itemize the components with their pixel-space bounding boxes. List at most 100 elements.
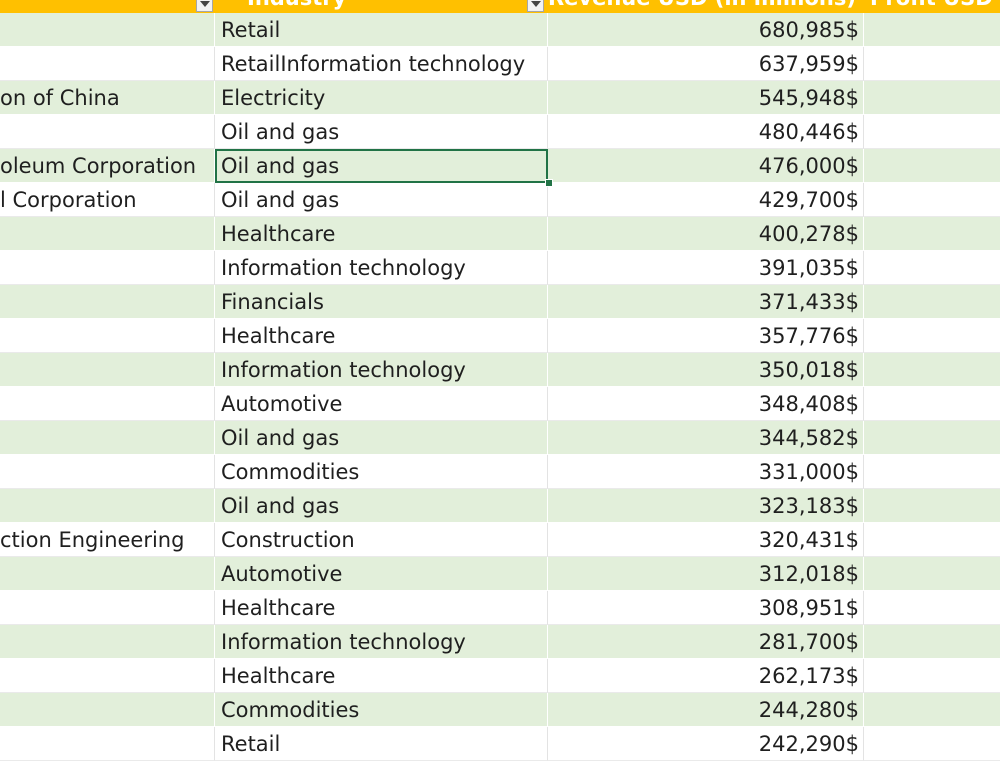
- revenue-cell[interactable]: 357,776$: [548, 319, 864, 353]
- profit-cell[interactable]: [864, 523, 1000, 557]
- profit-cell[interactable]: [864, 421, 1000, 455]
- profit-cell[interactable]: [864, 81, 1000, 115]
- company-filter-button[interactable]: [196, 0, 213, 12]
- industry-cell[interactable]: Healthcare: [215, 319, 548, 353]
- industry-cell[interactable]: Healthcare: [215, 591, 548, 625]
- header-company-cell[interactable]: [0, 0, 215, 13]
- profit-cell[interactable]: [864, 251, 1000, 285]
- profit-cell[interactable]: [864, 557, 1000, 591]
- company-cell[interactable]: [0, 455, 215, 489]
- profit-cell[interactable]: [864, 319, 1000, 353]
- profit-cell[interactable]: [864, 387, 1000, 421]
- table-row: Oil and gas 480,446$: [0, 115, 1000, 149]
- industry-cell[interactable]: Automotive: [215, 557, 548, 591]
- industry-cell[interactable]: Oil and gas: [215, 149, 548, 183]
- revenue-cell[interactable]: 312,018$: [548, 557, 864, 591]
- revenue-cell[interactable]: 480,446$: [548, 115, 864, 149]
- revenue-cell[interactable]: 320,431$: [548, 523, 864, 557]
- company-cell[interactable]: [0, 13, 215, 47]
- industry-cell[interactable]: Information technology: [215, 625, 548, 659]
- company-cell[interactable]: [0, 591, 215, 625]
- profit-cell[interactable]: [864, 285, 1000, 319]
- industry-cell[interactable]: Healthcare: [215, 659, 548, 693]
- revenue-cell[interactable]: 391,035$: [548, 251, 864, 285]
- table-row: ction Engineering Construction 320,431$: [0, 523, 1000, 557]
- company-cell[interactable]: [0, 387, 215, 421]
- company-cell[interactable]: [0, 285, 215, 319]
- profit-cell[interactable]: [864, 183, 1000, 217]
- industry-cell[interactable]: Commodities: [215, 455, 548, 489]
- header-industry-cell[interactable]: Industry: [215, 0, 548, 13]
- profit-cell[interactable]: [864, 727, 1000, 761]
- revenue-cell[interactable]: 331,000$: [548, 455, 864, 489]
- company-cell[interactable]: [0, 217, 215, 251]
- industry-cell[interactable]: Oil and gas: [215, 421, 548, 455]
- profit-cell[interactable]: [864, 47, 1000, 81]
- industry-cell[interactable]: Retail: [215, 727, 548, 761]
- company-cell[interactable]: oleum Corporation: [0, 149, 215, 183]
- industry-cell[interactable]: Financials: [215, 285, 548, 319]
- company-cell[interactable]: [0, 319, 215, 353]
- profit-cell[interactable]: [864, 217, 1000, 251]
- revenue-cell[interactable]: 545,948$: [548, 81, 864, 115]
- revenue-cell[interactable]: 371,433$: [548, 285, 864, 319]
- company-cell[interactable]: [0, 625, 215, 659]
- company-cell[interactable]: [0, 659, 215, 693]
- revenue-cell[interactable]: 350,018$: [548, 353, 864, 387]
- profit-cell[interactable]: [864, 489, 1000, 523]
- revenue-cell[interactable]: 400,278$: [548, 217, 864, 251]
- table-row: Oil and gas 323,183$: [0, 489, 1000, 523]
- company-cell[interactable]: ction Engineering: [0, 523, 215, 557]
- header-revenue-cell[interactable]: Revenue USD (in millions): [548, 0, 864, 13]
- company-cell[interactable]: [0, 421, 215, 455]
- industry-cell[interactable]: Oil and gas: [215, 489, 548, 523]
- revenue-cell[interactable]: 680,985$: [548, 13, 864, 47]
- fill-handle[interactable]: [545, 179, 553, 187]
- revenue-cell[interactable]: 429,700$: [548, 183, 864, 217]
- revenue-cell[interactable]: 476,000$: [548, 149, 864, 183]
- industry-cell[interactable]: Automotive: [215, 387, 548, 421]
- company-cell[interactable]: l Corporation: [0, 183, 215, 217]
- profit-cell[interactable]: [864, 659, 1000, 693]
- industry-cell[interactable]: Construction: [215, 523, 548, 557]
- industry-cell[interactable]: Oil and gas: [215, 183, 548, 217]
- profit-cell[interactable]: [864, 115, 1000, 149]
- industry-cell[interactable]: Healthcare: [215, 217, 548, 251]
- industry-cell[interactable]: Oil and gas: [215, 115, 548, 149]
- revenue-cell[interactable]: 308,951$: [548, 591, 864, 625]
- profit-cell[interactable]: [864, 149, 1000, 183]
- revenue-cell[interactable]: 323,183$: [548, 489, 864, 523]
- company-cell[interactable]: [0, 489, 215, 523]
- company-cell[interactable]: on of China: [0, 81, 215, 115]
- company-cell[interactable]: [0, 251, 215, 285]
- revenue-cell[interactable]: 242,290$: [548, 727, 864, 761]
- header-profit-cell[interactable]: Profit USD (i: [864, 0, 1000, 13]
- company-cell[interactable]: [0, 47, 215, 81]
- revenue-cell[interactable]: 344,582$: [548, 421, 864, 455]
- revenue-cell[interactable]: 281,700$: [548, 625, 864, 659]
- revenue-cell[interactable]: 348,408$: [548, 387, 864, 421]
- company-cell[interactable]: [0, 115, 215, 149]
- profit-cell[interactable]: [864, 693, 1000, 727]
- industry-cell[interactable]: Information technology: [215, 251, 548, 285]
- profit-cell[interactable]: [864, 625, 1000, 659]
- industry-cell[interactable]: Electricity: [215, 81, 548, 115]
- revenue-cell[interactable]: 262,173$: [548, 659, 864, 693]
- industry-cell[interactable]: Information technology: [215, 353, 548, 387]
- company-cell[interactable]: [0, 727, 215, 761]
- industry-cell[interactable]: Retail: [215, 13, 548, 47]
- table-row: Healthcare 308,951$: [0, 591, 1000, 625]
- industry-cell[interactable]: RetailInformation technology: [215, 47, 548, 81]
- profit-cell[interactable]: [864, 353, 1000, 387]
- profit-cell[interactable]: [864, 455, 1000, 489]
- industry-filter-button[interactable]: [527, 0, 544, 12]
- profit-cell[interactable]: [864, 13, 1000, 47]
- revenue-cell[interactable]: 637,959$: [548, 47, 864, 81]
- company-cell[interactable]: [0, 693, 215, 727]
- revenue-cell[interactable]: 244,280$: [548, 693, 864, 727]
- company-cell[interactable]: [0, 557, 215, 591]
- company-cell[interactable]: [0, 353, 215, 387]
- profit-cell[interactable]: [864, 591, 1000, 625]
- industry-cell[interactable]: Commodities: [215, 693, 548, 727]
